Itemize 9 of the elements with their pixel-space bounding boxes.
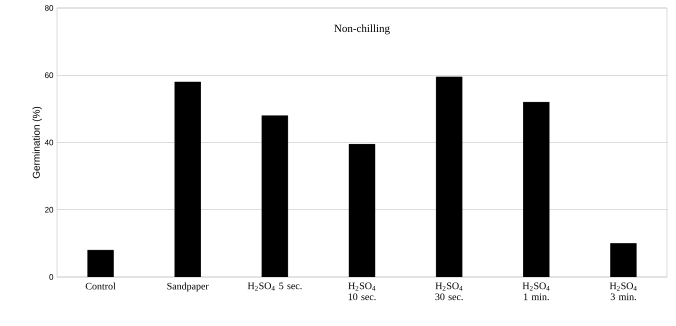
x-tick-label: Sandpaper xyxy=(167,282,209,292)
x-tick-label: H$_{2}$SO$_{4}$ 3 min. xyxy=(610,282,637,300)
x-tick-label: H$_{2}$SO$_{4}$ 30 sec. xyxy=(435,282,463,300)
text: Non-chilling xyxy=(334,24,390,34)
x-tick-label: H$_{2}$SO$_{4}$ 5 sec. xyxy=(248,282,302,291)
y-axis-title: Germination (%) xyxy=(32,106,42,178)
x-tick-label: H$_{2}$SO$_{4}$ 10 sec. xyxy=(348,282,376,300)
x-tick-label: Control xyxy=(86,282,116,290)
x-tick-label: H$_{2}$SO$_{4}$ 1 min. xyxy=(522,282,550,300)
